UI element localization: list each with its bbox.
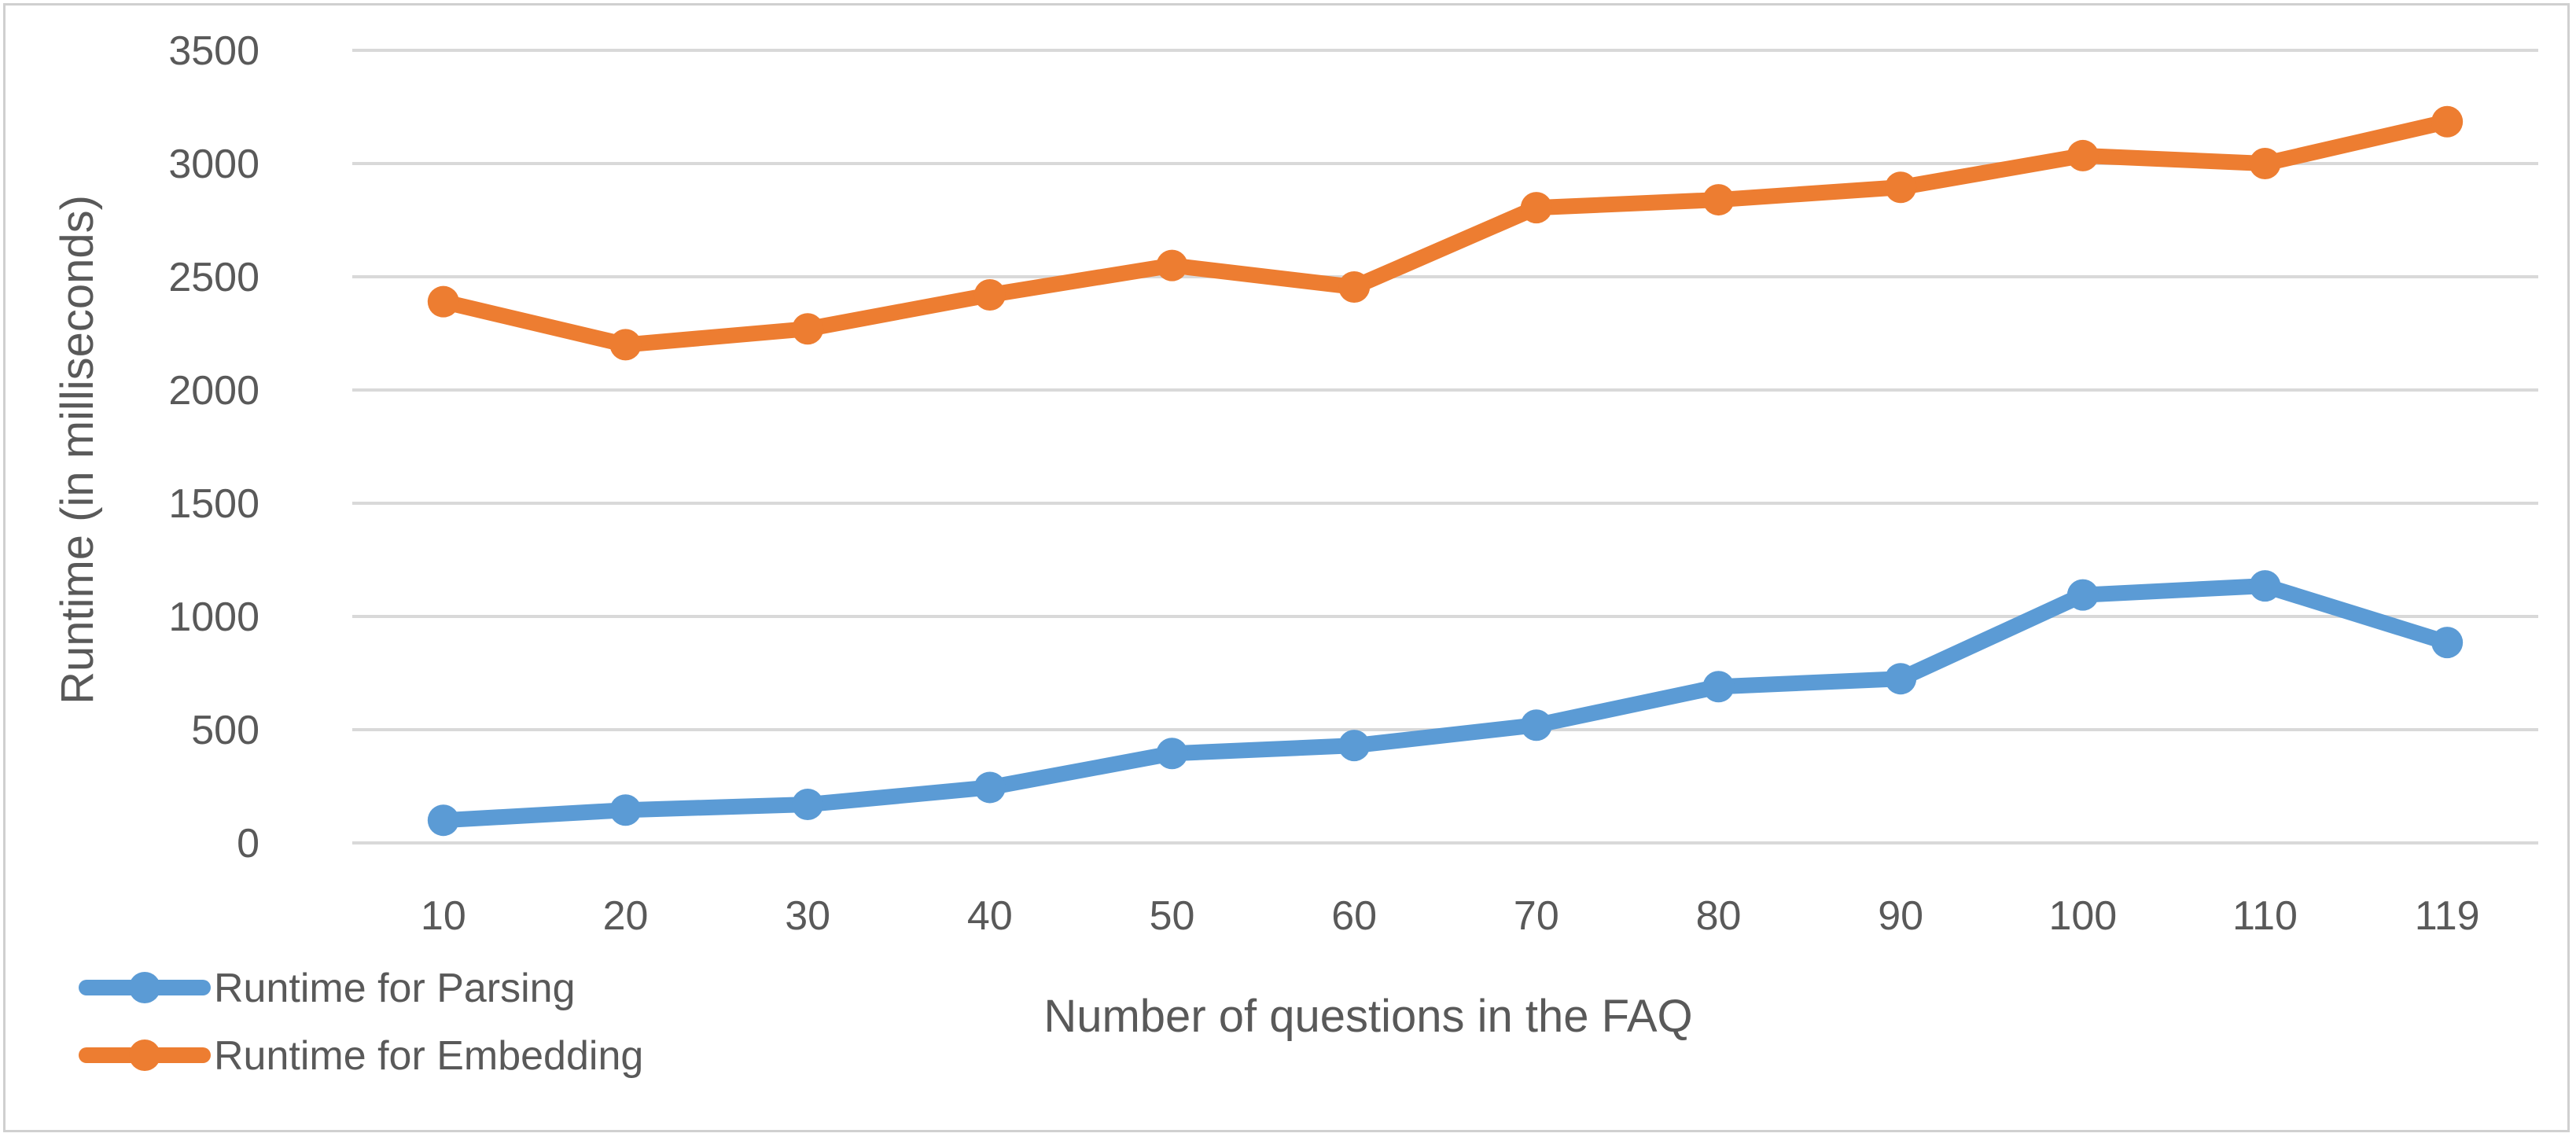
- x-tick-label: 30: [785, 893, 830, 939]
- data-point: [2066, 139, 2099, 171]
- y-axis-title: Runtime (in milliseconds): [52, 195, 103, 705]
- data-point: [427, 804, 459, 837]
- x-tick-label: 40: [967, 893, 1013, 939]
- data-point: [792, 313, 824, 345]
- gridlines: [352, 49, 2538, 844]
- x-tick-label: 90: [1878, 893, 1923, 939]
- legend-item: Runtime for Parsing: [79, 966, 576, 1011]
- data-point: [1520, 709, 1552, 741]
- chart-frame: [3, 3, 2570, 1132]
- data-point: [1338, 730, 1371, 762]
- x-tick-label: 20: [603, 893, 649, 939]
- data-point: [2249, 148, 2281, 179]
- data-point: [1885, 663, 1917, 695]
- data-point: [1702, 184, 1735, 216]
- data-point: [609, 329, 642, 361]
- x-tick-label: 119: [2415, 893, 2480, 939]
- legend-swatch-marker: [129, 1039, 160, 1071]
- data-point: [1520, 192, 1552, 224]
- x-tick-label: 60: [1331, 893, 1377, 939]
- data-point: [1338, 270, 1371, 303]
- x-tick-label: 50: [1150, 893, 1195, 939]
- series-1: [427, 105, 2464, 361]
- y-tick-label: 1500: [168, 481, 259, 527]
- x-axis-title: Number of questions in the FAQ: [1043, 991, 1692, 1042]
- legend: Runtime for Parsing Runtime for Embedding: [79, 966, 643, 1079]
- legend-label: Runtime for Embedding: [214, 1033, 643, 1079]
- data-point: [2249, 570, 2281, 602]
- x-tick-label: 70: [1514, 893, 1559, 939]
- y-tick-label: 2000: [168, 368, 259, 414]
- series: [427, 105, 2464, 837]
- y-tick-label: 500: [191, 708, 259, 753]
- legend-item: Runtime for Embedding: [79, 1033, 643, 1079]
- legend-swatch-marker: [129, 972, 160, 1003]
- x-tick-label: 10: [421, 893, 466, 939]
- data-point: [1885, 171, 1917, 204]
- x-tick-label: 100: [2048, 893, 2117, 939]
- data-point: [1156, 249, 1188, 281]
- data-point: [2066, 579, 2099, 611]
- y-axis-ticks: 0 500 1000 1500 2000 2500 3000 3500: [168, 28, 259, 867]
- data-point: [792, 789, 824, 821]
- y-tick-label: 3000: [168, 142, 259, 187]
- data-point: [2431, 627, 2464, 659]
- series-line: [435, 113, 2456, 353]
- data-point: [973, 771, 1006, 804]
- data-point: [973, 279, 1006, 311]
- y-tick-label: 3500: [168, 28, 259, 74]
- x-tick-label: 110: [2232, 893, 2298, 939]
- x-tick-label: 80: [1696, 893, 1742, 939]
- x-axis-ticks: 10 20 30 40 50 60 70 80 90 100 110 119: [421, 893, 2480, 939]
- legend-label: Runtime for Parsing: [214, 966, 576, 1011]
- y-tick-label: 2500: [168, 255, 259, 300]
- series-line: [435, 578, 2456, 829]
- y-tick-label: 1000: [168, 594, 259, 640]
- data-point: [1702, 671, 1735, 703]
- data-point: [427, 285, 459, 318]
- data-point: [609, 794, 642, 826]
- series-0: [427, 570, 2464, 837]
- data-point: [1156, 738, 1188, 770]
- y-tick-label: 0: [237, 821, 259, 867]
- data-point: [2431, 105, 2464, 138]
